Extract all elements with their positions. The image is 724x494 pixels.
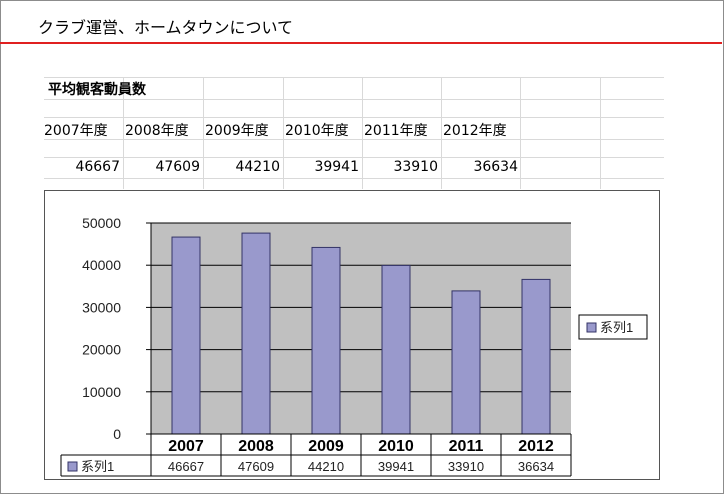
- y-tick-label: 50000: [82, 215, 121, 231]
- y-tick-label: 30000: [82, 299, 121, 315]
- header-cell: 2010年度: [285, 123, 349, 139]
- value-cell: 46667: [75, 159, 120, 175]
- y-tick-label: 0: [113, 426, 121, 442]
- spreadsheet-grid: 平均観客動員数 2007年度 2008年度 2009年度 2010年度 2011…: [44, 77, 664, 197]
- legend-swatch: [586, 322, 597, 333]
- grid-line: [520, 77, 521, 189]
- x-category-label: 2007: [168, 438, 204, 455]
- grid-line: [44, 99, 664, 100]
- x-category-label: 2011: [449, 438, 484, 455]
- grid-line: [44, 157, 664, 158]
- legend-label: 系列1: [600, 320, 633, 335]
- header-cell: 2009年度: [205, 123, 269, 139]
- y-tick-label: 10000: [82, 384, 121, 400]
- bar: [381, 264, 411, 435]
- x-category-label: 2010: [378, 438, 414, 455]
- value-cell: 39941: [314, 159, 359, 175]
- table-legend-swatch: [67, 461, 78, 472]
- grid-line: [362, 77, 363, 189]
- grid-line: [123, 77, 124, 189]
- bar: [521, 278, 551, 435]
- grid-line: [44, 117, 664, 118]
- x-category-label: 2008: [238, 438, 274, 455]
- data-table-value: 39941: [378, 459, 414, 474]
- header-cell: 2012年度: [443, 123, 507, 139]
- value-cell: 33910: [393, 159, 438, 175]
- x-category-label: 2012: [518, 438, 554, 455]
- data-table-value: 47609: [238, 459, 274, 474]
- grid-line: [44, 178, 664, 179]
- plot-background: [151, 223, 571, 434]
- bar-chart: 0 10000 20000 30000 40000 50000 2007 46667 2008 4…: [60, 215, 648, 477]
- header-cell: 2008年度: [125, 123, 189, 139]
- table-legend-label: 系列1: [81, 459, 114, 474]
- header-cell: 2007年度: [44, 123, 108, 139]
- table-title: 平均観客動員数: [48, 82, 146, 98]
- x-category-label: 2009: [308, 438, 344, 455]
- bar: [171, 236, 201, 435]
- grid-line: [203, 77, 204, 189]
- bar: [311, 246, 341, 435]
- y-tick-label: 40000: [82, 257, 121, 273]
- title-divider: [0, 42, 722, 44]
- value-cell: 36634: [473, 159, 518, 175]
- grid-line: [600, 77, 601, 189]
- legend-box: [578, 314, 648, 340]
- data-table-value: 46667: [168, 459, 204, 474]
- chart-area[interactable]: 0 10000 20000 30000 40000 50000 2007 46667 2008 4…: [44, 190, 660, 480]
- grid-line: [441, 77, 442, 189]
- grid-line: [44, 139, 664, 140]
- value-cell: 44210: [235, 159, 280, 175]
- grid-line: [44, 77, 664, 78]
- value-cell: 47609: [155, 159, 200, 175]
- data-table-value: 33910: [448, 459, 484, 474]
- data-table-value: 36634: [518, 459, 554, 474]
- page-title: クラブ運営、ホームタウンについて: [38, 18, 294, 37]
- y-tick-label: 20000: [82, 342, 121, 358]
- data-table-value: 44210: [308, 459, 344, 474]
- bar: [241, 232, 271, 435]
- header-cell: 2011年度: [364, 123, 428, 139]
- grid-line: [283, 77, 284, 189]
- bar: [451, 290, 481, 435]
